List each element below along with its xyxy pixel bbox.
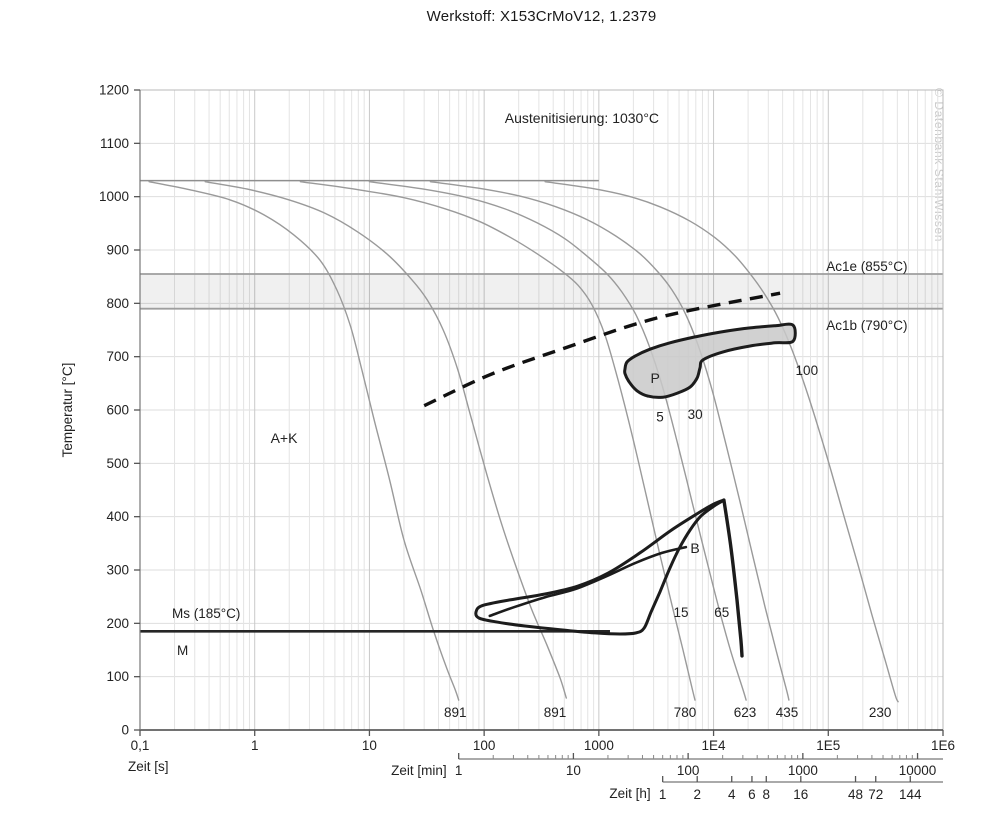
y-tick-label: 1200 <box>99 83 129 98</box>
annotation-30: 30 <box>688 407 703 422</box>
h-tick-label: 8 <box>763 787 771 802</box>
h-tick-label: 4 <box>728 787 736 802</box>
pearlite-outline <box>623 322 797 399</box>
hardness-label: 230 <box>869 705 892 720</box>
annotation-65: 65 <box>714 605 729 620</box>
annotation-ms-185-c-: Ms (185°C) <box>172 606 240 621</box>
s-tick-label: 1000 <box>584 738 614 753</box>
annotation-ac1b-790-c-: Ac1b (790°C) <box>826 318 907 333</box>
annotations: Austenitisierung: 1030°C Ac1e (855°C) Ac1b… <box>172 110 907 658</box>
cooling-curve <box>299 181 696 701</box>
hardness-label: 891 <box>444 705 467 720</box>
annotation-p: P <box>651 370 660 386</box>
pearlite-region <box>623 322 797 399</box>
annotation-15: 15 <box>673 605 688 620</box>
chart-title: Werkstoff: X153CrMoV12, 1.2379 <box>426 8 657 25</box>
bainite-region <box>474 498 744 658</box>
x-axis-hours: 1 2 4 6 8 16 48 72 144 Zeit [h] <box>609 776 943 802</box>
ac-transformation-band <box>140 273 943 310</box>
cooling-curve <box>148 181 460 701</box>
min-axis-title: Zeit [min] <box>391 763 447 778</box>
y-tick-label: 700 <box>106 349 129 364</box>
y-tick-label: 500 <box>106 456 129 471</box>
y-tick-label: 900 <box>106 243 129 258</box>
hardness-label: 780 <box>674 705 697 720</box>
s-tick-label: 1E6 <box>931 738 955 753</box>
cooling-curve <box>544 181 899 703</box>
x-axis-seconds: 0,1 1 10 100 1000 1E4 1E5 1E6 Zeit [s] <box>128 730 955 774</box>
bainite-right-boundary <box>722 498 744 658</box>
h-tick-label: 2 <box>693 787 701 802</box>
y-tick-label: 200 <box>106 616 129 631</box>
y-tick-label: 600 <box>106 403 129 418</box>
min-tick-label: 1000 <box>788 763 818 778</box>
s-tick-label: 1E4 <box>702 738 727 753</box>
s-tick-label: 1E5 <box>816 738 840 753</box>
min-tick-label: 10 <box>566 763 581 778</box>
y-tick-label: 400 <box>106 509 129 524</box>
cooling-curve <box>368 181 747 701</box>
s-tick-label: 10 <box>362 738 377 753</box>
cooling-curve <box>429 181 790 701</box>
h-tick-label: 48 <box>848 787 863 802</box>
y-tick-label: 300 <box>106 563 129 578</box>
h-tick-label: 72 <box>868 787 883 802</box>
cooling-curve <box>204 181 567 699</box>
s-tick-label: 0,1 <box>131 738 150 753</box>
hardness-label: 435 <box>776 705 799 720</box>
annotation-5: 5 <box>656 410 664 425</box>
y-tick-label: 0 <box>121 723 129 738</box>
min-tick-label: 10000 <box>899 763 937 778</box>
cooling-curves <box>148 181 899 703</box>
hardness-label: 891 <box>544 705 567 720</box>
annotation-austenitisierung-1030-c: Austenitisierung: 1030°C <box>505 110 659 126</box>
y-tick-label: 1000 <box>99 189 129 204</box>
ac-band-fill <box>140 274 943 309</box>
bainite-inner-line <box>488 545 688 618</box>
annotation-ac1e-855-c-: Ac1e (855°C) <box>826 259 907 274</box>
s-axis-title: Zeit [s] <box>128 759 169 774</box>
h-axis-title: Zeit [h] <box>609 786 650 801</box>
hardness-labels: 891 891 780 623 435 230 <box>444 705 891 720</box>
min-tick-label: 100 <box>677 763 700 778</box>
annotation-m: M <box>177 643 188 658</box>
y-axis: 0 100 200 300 400 500 600 700 800 900 1000 1100 1200… <box>60 83 140 738</box>
x-axis-minutes: 1 10 100 1000 10000 Zeit [min] <box>391 753 943 778</box>
min-tick-label: 1 <box>455 763 463 778</box>
y-tick-label: 800 <box>106 296 129 311</box>
h-tick-label: 6 <box>748 787 756 802</box>
dashed-boundary <box>423 291 781 408</box>
h-tick-label: 16 <box>793 787 808 802</box>
grid <box>139 90 944 730</box>
annotation-a-k: A+K <box>271 430 299 446</box>
s-tick-label: 100 <box>473 738 496 753</box>
y-axis-title: Temperatur [°C] <box>60 363 75 458</box>
y-tick-label: 100 <box>106 669 129 684</box>
hardness-label: 623 <box>734 705 757 720</box>
s-tick-label: 1 <box>251 738 259 753</box>
annotation-b: B <box>690 540 699 556</box>
annotation-100: 100 <box>796 363 819 378</box>
h-tick-label: 1 <box>659 787 667 802</box>
dashed-boundary-line <box>423 291 781 408</box>
h-tick-label: 144 <box>899 787 922 802</box>
y-tick-label: 1100 <box>100 136 129 151</box>
